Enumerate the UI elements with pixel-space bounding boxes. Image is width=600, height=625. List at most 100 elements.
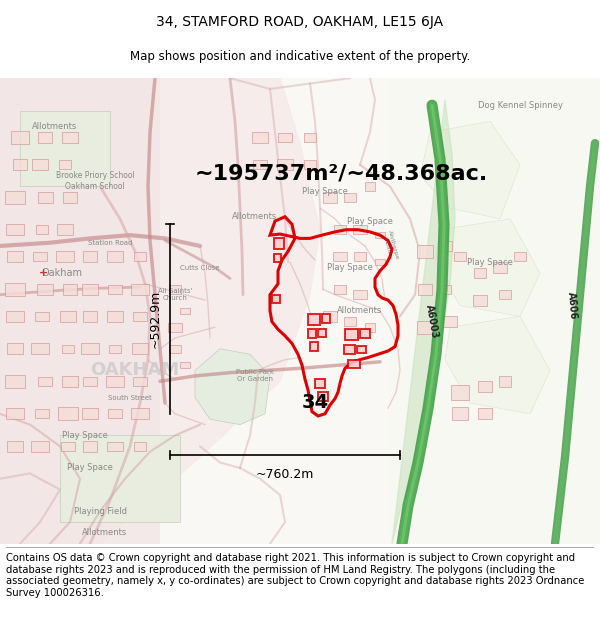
- Text: Allotments: Allotments: [32, 122, 77, 131]
- Text: Play Space: Play Space: [327, 263, 373, 272]
- Polygon shape: [274, 238, 284, 249]
- Bar: [6, 408, 24, 419]
- Text: 34, STAMFORD ROAD, OAKHAM, LE15 6JA: 34, STAMFORD ROAD, OAKHAM, LE15 6JA: [157, 15, 443, 29]
- Bar: [107, 311, 123, 322]
- Polygon shape: [445, 316, 550, 414]
- Polygon shape: [272, 295, 280, 303]
- Bar: [474, 268, 486, 279]
- Bar: [36, 226, 48, 234]
- Text: Station Road: Station Road: [88, 240, 132, 246]
- Bar: [168, 323, 182, 331]
- Bar: [439, 285, 451, 294]
- Bar: [83, 441, 97, 452]
- Bar: [451, 384, 469, 400]
- Bar: [35, 312, 49, 321]
- Bar: [499, 376, 511, 387]
- Bar: [133, 377, 147, 386]
- Bar: [323, 192, 337, 202]
- Bar: [107, 442, 123, 451]
- Bar: [7, 251, 23, 262]
- Text: Public Park
Or Garden: Public Park Or Garden: [236, 369, 274, 382]
- Polygon shape: [0, 78, 320, 544]
- Bar: [278, 133, 292, 142]
- Bar: [452, 408, 468, 420]
- Text: Alsthorpe
Road: Alsthorpe Road: [381, 230, 399, 262]
- Bar: [375, 259, 385, 266]
- Bar: [478, 408, 492, 419]
- Bar: [32, 159, 48, 170]
- Text: Playing Field: Playing Field: [74, 507, 127, 516]
- Text: Play Space: Play Space: [62, 431, 108, 440]
- Polygon shape: [357, 346, 366, 353]
- Bar: [33, 253, 47, 261]
- Bar: [473, 295, 487, 306]
- Bar: [180, 308, 190, 314]
- Polygon shape: [345, 329, 358, 340]
- Bar: [133, 312, 147, 321]
- Text: South Street: South Street: [108, 394, 152, 401]
- Bar: [5, 282, 25, 296]
- Bar: [438, 241, 452, 251]
- Text: OAKHAM: OAKHAM: [90, 361, 179, 379]
- Bar: [82, 408, 98, 419]
- Text: A6003: A6003: [424, 304, 440, 339]
- Text: Map shows position and indicative extent of the property.: Map shows position and indicative extent…: [130, 50, 470, 62]
- Bar: [304, 133, 316, 142]
- Text: Play Space: Play Space: [302, 188, 348, 196]
- Bar: [38, 377, 52, 386]
- Bar: [20, 111, 110, 186]
- Bar: [35, 409, 49, 418]
- Bar: [82, 284, 98, 295]
- Bar: [107, 251, 123, 262]
- Bar: [6, 311, 24, 322]
- Text: Allotments: Allotments: [232, 213, 278, 221]
- Text: Brooke Priory School
Oakham School: Brooke Priory School Oakham School: [56, 171, 134, 191]
- Text: Oakham: Oakham: [41, 268, 83, 278]
- Text: ~760.2m: ~760.2m: [256, 468, 314, 481]
- Bar: [323, 311, 337, 322]
- Bar: [31, 441, 49, 452]
- Bar: [180, 362, 190, 368]
- Bar: [5, 191, 25, 204]
- Bar: [63, 192, 77, 202]
- Bar: [56, 251, 74, 262]
- Bar: [11, 131, 29, 144]
- Polygon shape: [420, 121, 520, 219]
- Bar: [131, 284, 149, 295]
- Polygon shape: [360, 329, 370, 338]
- Bar: [334, 285, 346, 294]
- Bar: [418, 284, 432, 295]
- Bar: [253, 161, 267, 169]
- Bar: [60, 311, 76, 322]
- Text: +: +: [40, 268, 49, 278]
- Bar: [417, 321, 433, 334]
- Bar: [31, 343, 49, 354]
- Bar: [353, 291, 367, 299]
- Bar: [106, 376, 124, 387]
- Bar: [344, 193, 356, 202]
- Bar: [108, 409, 122, 418]
- Text: Play Space: Play Space: [467, 258, 513, 267]
- Bar: [499, 291, 511, 299]
- Bar: [108, 285, 122, 294]
- Text: Cutts Close: Cutts Close: [180, 264, 220, 271]
- Text: Play Space: Play Space: [67, 464, 113, 472]
- Bar: [169, 344, 181, 353]
- Polygon shape: [392, 100, 455, 544]
- Polygon shape: [274, 254, 281, 262]
- Bar: [60, 436, 180, 522]
- Polygon shape: [308, 314, 320, 325]
- Bar: [109, 344, 121, 353]
- Bar: [514, 253, 526, 261]
- Bar: [7, 343, 23, 354]
- Polygon shape: [318, 329, 326, 337]
- Bar: [334, 226, 346, 234]
- Polygon shape: [348, 359, 360, 368]
- Bar: [62, 376, 78, 387]
- Bar: [304, 161, 316, 169]
- Bar: [353, 226, 367, 234]
- Bar: [417, 245, 433, 258]
- Bar: [132, 343, 148, 354]
- Bar: [13, 159, 27, 170]
- Bar: [63, 284, 77, 295]
